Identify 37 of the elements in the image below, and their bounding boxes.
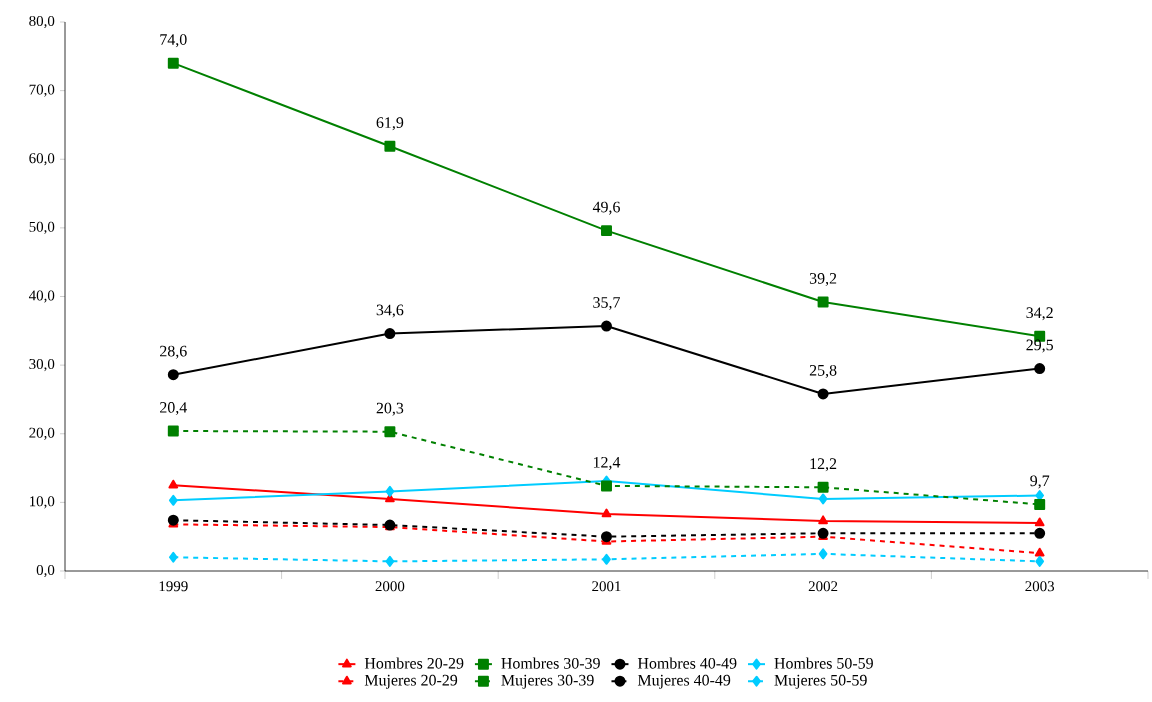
data-label: 9,7 (1030, 475, 1050, 489)
y-tick-label: 60,0 (29, 153, 55, 166)
data-label: 28,6 (160, 345, 187, 359)
legend-label: Mujeres 20-29 (364, 674, 458, 689)
data-label: 74,0 (160, 34, 187, 48)
data-label: 25,8 (809, 364, 837, 379)
y-tick-label: 80,0 (29, 15, 55, 29)
data-label: 39,2 (809, 273, 837, 287)
data-label: 34,6 (376, 304, 404, 318)
x-tick-label: 1999 (159, 581, 188, 592)
x-tick-label: 2002 (808, 581, 838, 592)
data-label: 29,5 (1026, 339, 1054, 353)
data-label: 20,3 (376, 402, 404, 416)
y-tick-label: 20,0 (29, 427, 55, 440)
legend-label: Mujeres 30-39 (501, 674, 594, 689)
legend-label: Hombres 50-59 (774, 657, 873, 669)
x-tick-label: 2000 (375, 581, 405, 592)
data-label: 12,2 (810, 458, 837, 472)
data-label: 35,7 (593, 297, 620, 311)
legend-label: Hombres 20-29 (364, 657, 464, 669)
legend-label: Mujeres 40-49 (637, 674, 731, 689)
data-label: 34,2 (1026, 307, 1053, 321)
legend-label: Hombres 40-49 (637, 657, 737, 669)
data-label: 12,4 (593, 456, 621, 470)
y-tick-label: 10,0 (30, 496, 55, 509)
legend-label: Hombres 30-39 (501, 657, 600, 669)
data-label: 61,9 (376, 117, 404, 131)
y-tick-label: 0,0 (36, 564, 55, 578)
y-tick-label: 50,0 (29, 221, 55, 234)
y-tick-label: 30,0 (29, 359, 55, 372)
y-tick-label: 40,0 (28, 290, 55, 303)
data-label: 49,6 (592, 201, 620, 215)
legend-label: Mujeres 50-59 (774, 674, 867, 689)
y-tick-label: 70,0 (29, 84, 55, 97)
x-tick-label: 2003 (1025, 581, 1055, 592)
x-tick-label: 2001 (592, 581, 621, 592)
data-label: 20,4 (160, 402, 187, 416)
